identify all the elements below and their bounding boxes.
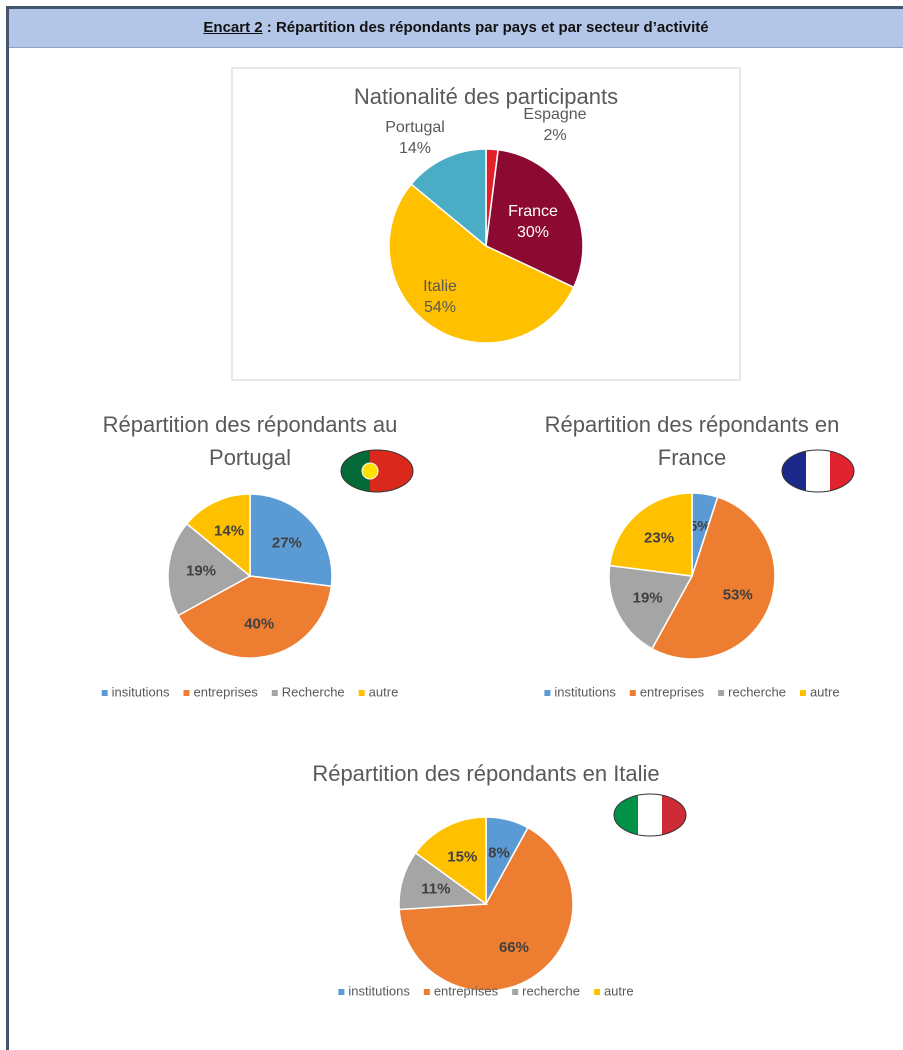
- legend-label: entreprises: [434, 983, 499, 998]
- legend-marker: [544, 690, 551, 696]
- slice-value-label: 19%: [633, 590, 663, 607]
- slice-value-label: 19%: [186, 562, 216, 579]
- slice-value-label: 40%: [244, 615, 274, 632]
- pie-slice: [398, 826, 574, 992]
- legend-marker: [338, 989, 345, 995]
- chart-title: Répartition des répondants en France: [544, 412, 840, 470]
- chart-title: Nationalité des participants: [353, 84, 619, 109]
- legend-label: entreprises: [640, 684, 705, 699]
- pie-slice: [485, 148, 584, 289]
- pie-slice: [608, 564, 694, 650]
- legend-label: recherche: [522, 983, 580, 998]
- slice-value-label: 27%: [272, 534, 302, 551]
- legend-marker: [593, 989, 600, 995]
- slice-category-label: France: [508, 203, 558, 220]
- slice-category-label: Italie: [423, 278, 457, 295]
- slice-value-label: 8%: [488, 844, 510, 861]
- legend-label: insitutions: [112, 684, 170, 699]
- left-border: [6, 6, 9, 1050]
- slice-value-label: 14%: [214, 522, 244, 539]
- slice-value-label: 11%: [421, 880, 450, 897]
- slice-value-label: 15%: [447, 848, 477, 865]
- legend-label: autre: [604, 983, 634, 998]
- slice-value-label: 2%: [543, 127, 566, 144]
- header-title: : Répartition des répondants par pays et…: [266, 19, 709, 36]
- slice-value-label: 53%: [723, 587, 753, 604]
- legend-marker: [358, 690, 365, 696]
- slice-value-label: 23%: [644, 530, 674, 547]
- legend-marker: [101, 690, 108, 696]
- pie-slice: [410, 148, 487, 248]
- legend-marker: [718, 690, 725, 696]
- legend-marker: [799, 690, 806, 696]
- slice-value-label: 5%: [689, 518, 711, 535]
- pie-slice: [414, 816, 487, 906]
- header-bar: Encart 2 : Répartition des répondants pa…: [9, 6, 903, 48]
- legend-marker: [629, 690, 636, 696]
- slice-category-label: Espagne: [523, 106, 586, 123]
- slice-value-label: 14%: [399, 140, 431, 157]
- pie-slice: [388, 183, 575, 344]
- pie-slice: [185, 493, 251, 578]
- pie-slice: [249, 493, 333, 588]
- legend-label: autre: [810, 684, 840, 699]
- slice-value-label: 30%: [517, 224, 549, 241]
- chart-title: Répartition des répondants en Italie: [312, 761, 660, 786]
- pie-slice: [177, 575, 333, 659]
- slice-value-label: 66%: [499, 939, 529, 956]
- legend-label: Recherche: [282, 684, 345, 699]
- slice-category-label: Portugal: [385, 119, 445, 136]
- header-label: Encart 2: [203, 19, 263, 36]
- legend-marker: [183, 690, 190, 696]
- legend-label: autre: [369, 684, 399, 699]
- pie-slice: [608, 492, 693, 577]
- legend-label: institutions: [554, 684, 616, 699]
- legend-label: institutions: [348, 983, 410, 998]
- legend-marker: [271, 690, 278, 696]
- pie-slice: [167, 522, 252, 617]
- flag-italy: [613, 793, 687, 837]
- pie-slice: [650, 496, 776, 660]
- chart-title: Répartition des répondants au Portugal: [102, 412, 398, 470]
- legend-marker: [423, 989, 430, 995]
- legend-label: recherche: [728, 684, 786, 699]
- legend-label: entreprises: [193, 684, 258, 699]
- slice-value-label: 54%: [424, 299, 456, 316]
- legend-marker: [512, 989, 519, 995]
